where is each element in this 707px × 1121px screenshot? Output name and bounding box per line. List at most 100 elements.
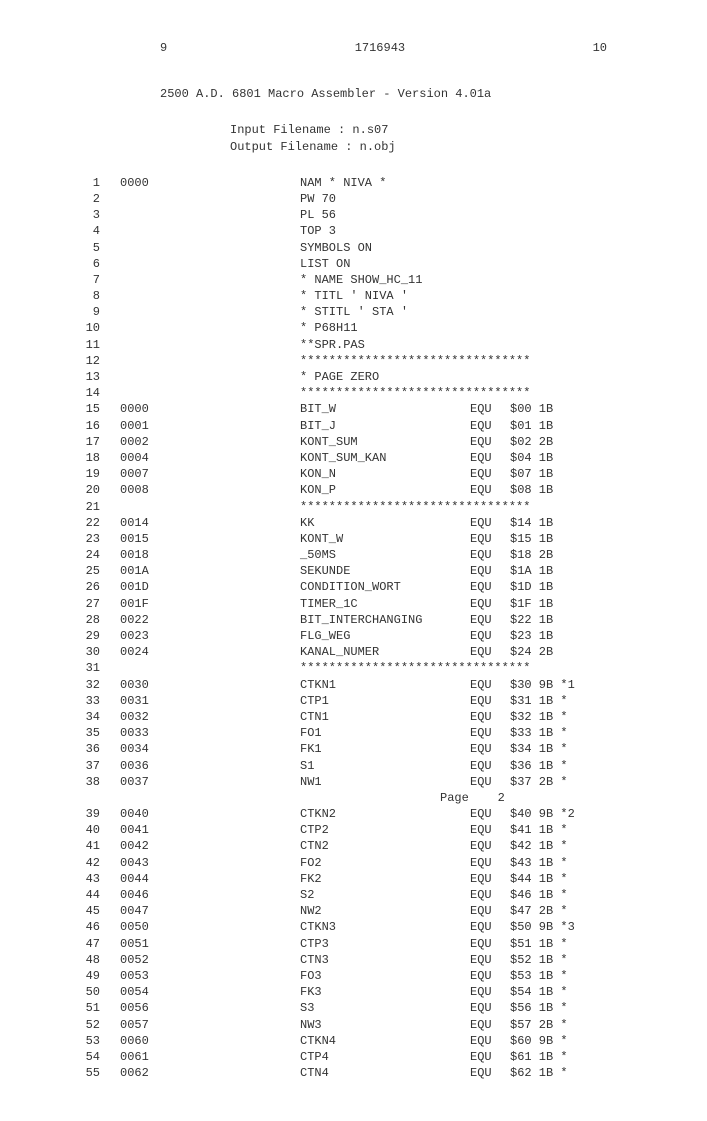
opcode: EQU bbox=[470, 887, 510, 903]
address bbox=[120, 337, 180, 353]
operand-value: $40 9B *2 bbox=[510, 806, 590, 822]
spacer bbox=[180, 223, 300, 239]
spacer bbox=[180, 401, 300, 417]
operand-value: $1F 1B bbox=[510, 596, 590, 612]
spacer bbox=[180, 207, 300, 223]
address: 0004 bbox=[120, 450, 180, 466]
listing-row: 500054FK3EQU$54 1B * bbox=[60, 984, 647, 1000]
label-field: * NAME SHOW_HC_11 bbox=[300, 272, 470, 288]
spacer bbox=[180, 693, 300, 709]
line-number: 26 bbox=[60, 579, 120, 595]
label-field: FK3 bbox=[300, 984, 470, 1000]
spacer bbox=[180, 822, 300, 838]
spacer bbox=[180, 709, 300, 725]
opcode bbox=[470, 272, 510, 288]
opcode bbox=[470, 320, 510, 336]
output-value: n.obj bbox=[360, 140, 396, 154]
opcode: EQU bbox=[470, 774, 510, 790]
operand-value: $34 1B * bbox=[510, 741, 590, 757]
address: 0024 bbox=[120, 644, 180, 660]
listing-row: 25001ASEKUNDEEQU$1A 1B bbox=[60, 563, 647, 579]
address bbox=[120, 304, 180, 320]
label-field: CTN2 bbox=[300, 838, 470, 854]
label-field: * PAGE ZERO bbox=[300, 369, 470, 385]
line-number: 4 bbox=[60, 223, 120, 239]
address: 001D bbox=[120, 579, 180, 595]
opcode: EQU bbox=[470, 628, 510, 644]
line-number: 52 bbox=[60, 1017, 120, 1033]
header-right: 10 bbox=[593, 40, 607, 56]
line-number: 50 bbox=[60, 984, 120, 1000]
listing-row: 5SYMBOLS ON bbox=[60, 240, 647, 256]
operand-value: $00 1B bbox=[510, 401, 590, 417]
operand-value: $41 1B * bbox=[510, 822, 590, 838]
header-docnum: 1716943 bbox=[355, 40, 405, 56]
opcode: EQU bbox=[470, 709, 510, 725]
spacer bbox=[180, 838, 300, 854]
operand-value bbox=[510, 660, 590, 676]
opcode: EQU bbox=[470, 919, 510, 935]
opcode: EQU bbox=[470, 1065, 510, 1081]
address: 0050 bbox=[120, 919, 180, 935]
operand-value: $57 2B * bbox=[510, 1017, 590, 1033]
address bbox=[120, 369, 180, 385]
address bbox=[120, 272, 180, 288]
opcode: EQU bbox=[470, 677, 510, 693]
opcode: EQU bbox=[470, 1017, 510, 1033]
spacer bbox=[180, 952, 300, 968]
operand-value bbox=[510, 256, 590, 272]
line-number: 18 bbox=[60, 450, 120, 466]
address: 0014 bbox=[120, 515, 180, 531]
label-field: LIST ON bbox=[300, 256, 470, 272]
operand-value bbox=[510, 337, 590, 353]
line-number: 8 bbox=[60, 288, 120, 304]
opcode: EQU bbox=[470, 1000, 510, 1016]
opcode: EQU bbox=[470, 758, 510, 774]
label-field: PL 56 bbox=[300, 207, 470, 223]
spacer bbox=[180, 774, 300, 790]
address bbox=[120, 660, 180, 676]
spacer bbox=[180, 903, 300, 919]
opcode: EQU bbox=[470, 693, 510, 709]
line-number: 1 bbox=[60, 175, 120, 191]
spacer bbox=[180, 984, 300, 1000]
opcode: EQU bbox=[470, 450, 510, 466]
operand-value: $22 1B bbox=[510, 612, 590, 628]
line-number: 10 bbox=[60, 320, 120, 336]
operand-value bbox=[510, 175, 590, 191]
listing-row: 27001FTIMER_1CEQU$1F 1B bbox=[60, 596, 647, 612]
label-field: CTN4 bbox=[300, 1065, 470, 1081]
opcode bbox=[470, 240, 510, 256]
spacer bbox=[180, 725, 300, 741]
line-number: 33 bbox=[60, 693, 120, 709]
address: 0001 bbox=[120, 418, 180, 434]
opcode: EQU bbox=[470, 515, 510, 531]
listing-row: 490053FO3EQU$53 1B * bbox=[60, 968, 647, 984]
listing-row: 13* PAGE ZERO bbox=[60, 369, 647, 385]
label-field: FO2 bbox=[300, 855, 470, 871]
address: 0033 bbox=[120, 725, 180, 741]
line-number: 6 bbox=[60, 256, 120, 272]
operand-value bbox=[510, 385, 590, 401]
label-field: S1 bbox=[300, 758, 470, 774]
label-field: KONT_SUM_KAN bbox=[300, 450, 470, 466]
spacer bbox=[180, 531, 300, 547]
label-field: NW1 bbox=[300, 774, 470, 790]
listing-row: 4TOP 3 bbox=[60, 223, 647, 239]
line-number: 46 bbox=[60, 919, 120, 935]
operand-value: $43 1B * bbox=[510, 855, 590, 871]
line-number: 40 bbox=[60, 822, 120, 838]
spacer bbox=[180, 272, 300, 288]
operand-value bbox=[510, 499, 590, 515]
address: 0051 bbox=[120, 936, 180, 952]
address bbox=[120, 353, 180, 369]
spacer bbox=[180, 758, 300, 774]
listing-row: 21******************************** bbox=[60, 499, 647, 515]
address: 0041 bbox=[120, 822, 180, 838]
spacer bbox=[180, 256, 300, 272]
spacer bbox=[180, 482, 300, 498]
label-field: CTKN4 bbox=[300, 1033, 470, 1049]
spacer bbox=[180, 1000, 300, 1016]
line-number: 21 bbox=[60, 499, 120, 515]
listing-row: 470051CTP3EQU$51 1B * bbox=[60, 936, 647, 952]
